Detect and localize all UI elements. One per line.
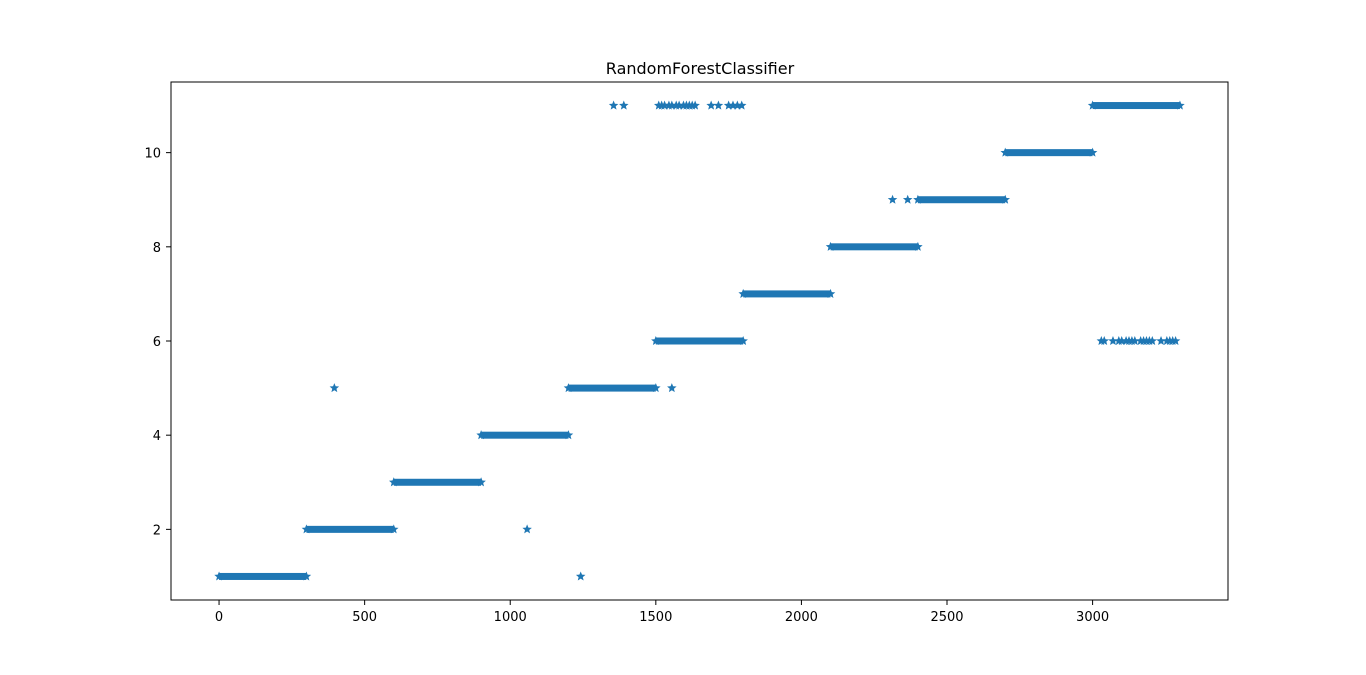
- data-point: [902, 194, 913, 204]
- data-point: [522, 524, 532, 534]
- segment-end-marker: [389, 524, 399, 534]
- data-point: [619, 100, 629, 110]
- x-tick-label: 0: [215, 610, 223, 625]
- plot-frame: [170, 81, 1229, 601]
- segment-start-marker: [738, 288, 748, 298]
- y-axis: 2 4 6 8 10: [144, 147, 171, 538]
- y-tick-label: 8: [153, 241, 161, 256]
- segment-end-marker: [825, 288, 836, 298]
- segment-end-marker: [913, 241, 923, 251]
- data-point: [1156, 336, 1166, 346]
- segment-start-marker: [389, 477, 399, 487]
- data-point: [723, 100, 734, 110]
- y-tick-label: 2: [153, 523, 161, 538]
- segment-y9: [917, 196, 1006, 204]
- data-point: [329, 383, 340, 393]
- segment-y5: [568, 384, 656, 392]
- x-tick-label: 500: [352, 610, 377, 625]
- segment-start-marker: [563, 383, 574, 393]
- segment-start-marker: [476, 430, 486, 440]
- x-tick-label: 1000: [494, 610, 527, 625]
- segment-start-marker: [1087, 100, 1098, 110]
- chart-title: RandomForestClassifier: [606, 59, 795, 78]
- segment-y3: [393, 478, 482, 486]
- data-point: [1147, 336, 1158, 346]
- segment-y4: [481, 431, 569, 439]
- y-tick-label: 10: [144, 147, 161, 162]
- segment-end-marker: [301, 571, 312, 581]
- data-point: [659, 100, 670, 110]
- data-point: [713, 100, 724, 110]
- segment-y11: [1092, 102, 1180, 110]
- data-point: [575, 571, 586, 581]
- segment-end-marker: [651, 383, 661, 393]
- segment-start-marker: [913, 194, 923, 204]
- segment-y1: [219, 572, 307, 580]
- segment-start-marker: [651, 336, 661, 346]
- segment-end-marker: [563, 430, 574, 440]
- segment-end-marker: [1000, 194, 1010, 204]
- data-point: [1170, 336, 1181, 346]
- segment-y2: [306, 525, 394, 533]
- segment-y6: [655, 337, 744, 345]
- segment-start-marker: [825, 241, 836, 251]
- y-tick-label: 4: [153, 429, 161, 444]
- x-axis: 0 500 1000 1500 2000 2500 3000: [215, 600, 1109, 625]
- x-tick-label: 2500: [930, 610, 963, 625]
- data-point: [1130, 336, 1140, 346]
- data-point: [667, 100, 677, 110]
- segment-start-marker: [1000, 147, 1010, 157]
- data-point: [674, 100, 684, 110]
- data-point: [1108, 336, 1118, 346]
- data-point: [887, 194, 898, 204]
- segment-end-marker: [738, 336, 748, 346]
- data-point: [690, 100, 700, 110]
- data-point: [667, 383, 677, 393]
- data-point: [706, 100, 716, 110]
- segment-y8: [830, 243, 918, 251]
- data-points: [329, 100, 1181, 581]
- x-tick-label: 3000: [1076, 610, 1109, 625]
- segment-y7: [743, 290, 831, 298]
- data-point: [736, 100, 747, 110]
- data-point: [728, 100, 738, 110]
- segment-end-marker: [1087, 147, 1098, 157]
- data-point: [732, 100, 743, 110]
- data-segments: [214, 100, 1185, 581]
- segment-start-marker: [301, 524, 312, 534]
- segment-end-marker: [1175, 100, 1185, 110]
- data-point: [1116, 336, 1127, 346]
- data-point: [608, 100, 619, 110]
- segment-end-marker: [476, 477, 486, 487]
- x-tick-label: 2000: [785, 610, 818, 625]
- segment-y10: [1005, 149, 1093, 157]
- data-point: [1099, 336, 1109, 346]
- y-tick-label: 6: [153, 335, 161, 350]
- segment-start-marker: [214, 571, 224, 581]
- x-tick-label: 1500: [639, 610, 672, 625]
